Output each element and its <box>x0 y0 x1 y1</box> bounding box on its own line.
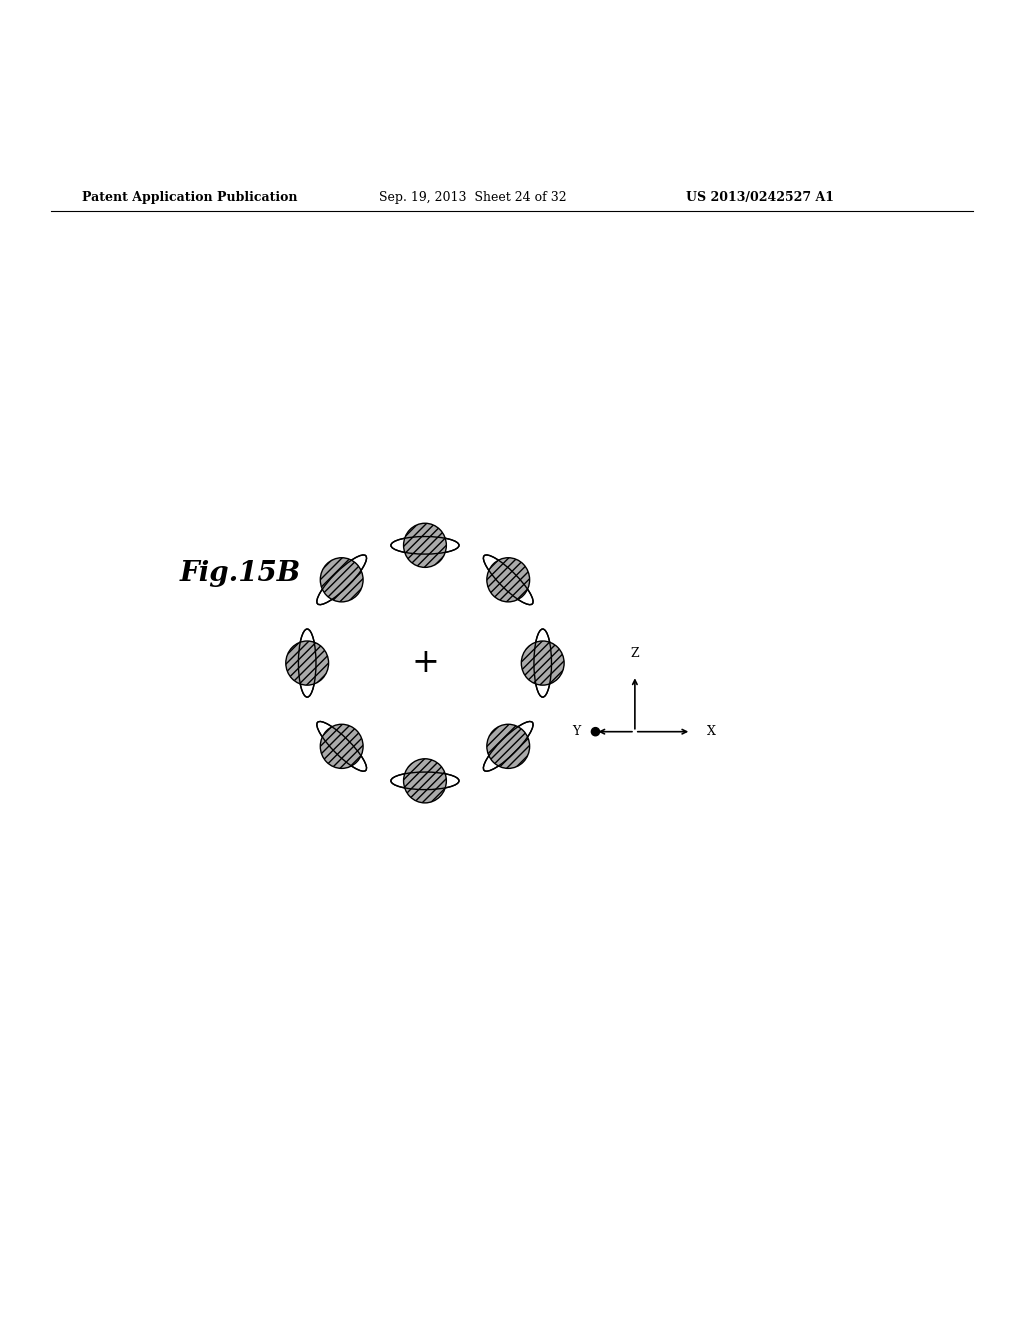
Ellipse shape <box>403 759 446 803</box>
Text: Z: Z <box>631 647 639 660</box>
Ellipse shape <box>486 558 529 602</box>
Text: X: X <box>707 725 716 738</box>
Ellipse shape <box>534 630 552 697</box>
Ellipse shape <box>298 630 316 697</box>
Text: Patent Application Publication: Patent Application Publication <box>82 191 297 205</box>
Ellipse shape <box>321 558 364 602</box>
Ellipse shape <box>483 554 534 605</box>
Ellipse shape <box>321 725 364 768</box>
Ellipse shape <box>486 725 529 768</box>
Ellipse shape <box>483 722 534 771</box>
Ellipse shape <box>391 772 459 789</box>
Ellipse shape <box>286 642 329 685</box>
Text: +: + <box>411 647 439 678</box>
Circle shape <box>592 727 600 735</box>
Ellipse shape <box>391 536 459 554</box>
Ellipse shape <box>521 642 564 685</box>
Ellipse shape <box>403 523 446 568</box>
Ellipse shape <box>316 554 367 605</box>
Text: Y: Y <box>571 725 580 738</box>
Ellipse shape <box>316 722 367 771</box>
Text: Sep. 19, 2013  Sheet 24 of 32: Sep. 19, 2013 Sheet 24 of 32 <box>379 191 566 205</box>
Text: US 2013/0242527 A1: US 2013/0242527 A1 <box>686 191 835 205</box>
Text: Fig.15B: Fig.15B <box>179 560 300 586</box>
